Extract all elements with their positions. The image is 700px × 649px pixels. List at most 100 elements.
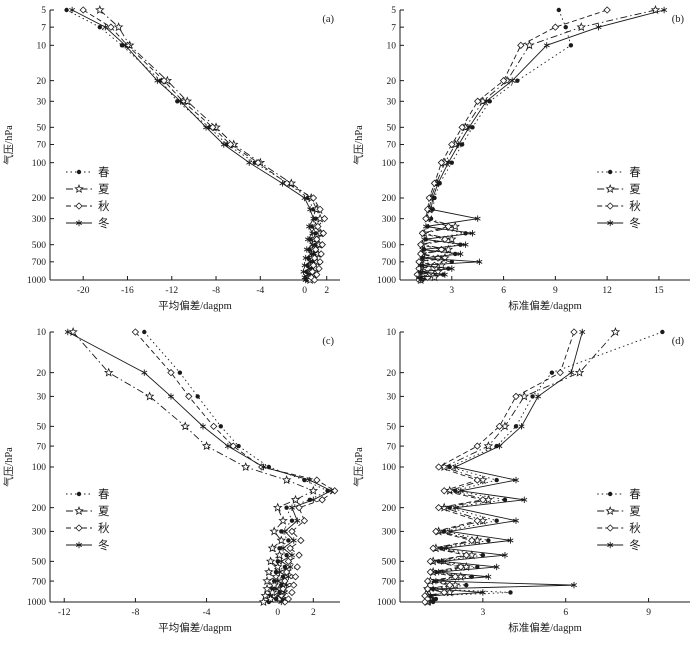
series-autumn-c [131,328,339,606]
legend-item-spring: 春 [597,488,641,501]
y-tick-label: 70 [387,141,397,151]
y-tick-label: 50 [37,124,47,134]
legend-item-winter: 冬 [66,216,110,230]
y-tick-label: 100 [382,463,397,473]
y-tick-label: 500 [382,558,397,568]
y-axis-label-c: 气压/hPa [2,447,15,487]
y-tick-label: 700 [382,577,397,587]
legend-item-autumn: 秋 [66,199,110,213]
x-tick-label: 2 [311,608,316,618]
y-axis-label-d: 气压/hPa [352,447,365,487]
y-tick-label: 700 [32,258,47,268]
x-tick-label: 3 [480,608,485,618]
legend-item-winter: 冬 [66,538,110,552]
y-tick-label: 1000 [27,276,46,286]
y-tick-label: 70 [387,442,397,452]
legend-label-spring: 春 [629,166,641,179]
y-tick-label: 300 [382,528,397,538]
y-axis-label-a: 气压/hPa [2,125,15,165]
legend-label-spring: 春 [98,166,110,179]
panel-letter-c: (c) [322,336,334,347]
legend-label-spring: 春 [629,488,641,501]
legend-label-summer: 夏 [629,505,641,518]
legend-item-autumn: 秋 [597,521,641,535]
y-axis-label-b: 气压/hPa [352,125,365,165]
x-axis-label-c: 平均偏差/dagpm [158,621,232,634]
y-tick-label: 10 [387,42,397,52]
legend-item-autumn: 秋 [66,521,110,535]
y-tick-label: 30 [387,98,397,108]
series-winter-d [427,328,586,606]
y-tick-label: 20 [37,369,47,379]
x-axis-label-d: 标准偏差/dagpm [508,621,582,634]
axes-c: 10 20 30 50 70 100 200 300 500 700 1000 -12 -8 -4 0 2 [27,328,340,618]
x-tick-label: -20 [77,286,90,296]
legend-item-summer: 夏 [597,183,641,196]
legend-item-spring: 春 [66,166,110,179]
x-tick-label: -4 [203,608,211,618]
y-tick-label: 200 [32,194,47,204]
x-tick-label: 12 [602,286,612,296]
legend-label-winter: 冬 [629,216,641,230]
y-tick-label: 100 [32,159,47,169]
axes-b: 5 7 10 20 30 50 70 100 200 300 500 700 1000 3 6 9 12 15 [377,6,690,296]
series-winter-a [69,6,317,284]
x-tick-label: -16 [121,286,134,296]
x-axis-label-b: 标准偏差/dagpm [508,299,582,312]
series-spring-d [428,329,665,605]
y-tick-label: 500 [382,241,397,251]
x-tick-label: 6 [563,608,568,618]
y-tick-label: 200 [32,504,47,514]
x-tick-label: -8 [212,286,220,296]
panel-b: 5 7 10 20 30 50 70 100 200 300 500 700 1000 3 6 9 12 15 标准… [350,0,700,322]
legend-label-summer: 夏 [629,183,641,196]
legend-label-autumn: 秋 [98,521,110,535]
legend-label-autumn: 秋 [98,199,110,213]
legend-label-summer: 夏 [98,183,110,196]
y-tick-label: 300 [382,215,397,225]
y-tick-label: 1000 [377,598,396,608]
y-tick-label: 70 [37,442,47,452]
x-tick-label: 2 [324,286,329,296]
series-summer-c [68,327,319,607]
y-tick-label: 10 [387,328,397,338]
legend-label-autumn: 秋 [629,521,641,535]
legend-label-winter: 冬 [629,538,641,552]
y-tick-label: 5 [391,6,396,16]
y-tick-label: 70 [37,141,47,151]
series-summer-d [422,327,621,607]
plot-b: 5 7 10 20 30 50 70 100 200 300 500 700 1000 3 6 9 12 15 标准… [352,5,690,312]
x-tick-label: 0 [302,286,307,296]
y-tick-label: 700 [382,258,397,268]
x-tick-label: -12 [58,608,71,618]
y-tick-label: 700 [32,577,47,587]
y-tick-label: 1000 [377,276,396,286]
y-tick-label: 300 [32,528,47,538]
y-tick-label: 200 [382,194,397,204]
x-tick-label: 9 [553,286,558,296]
panel-a: 5 7 10 20 30 50 70 100 200 300 500 700 1000 -20 -16 -12… [0,0,350,322]
axes-d: 10 20 30 50 70 100 200 300 500 700 1000 3 6 9 [377,328,690,618]
y-tick-label: 500 [32,241,47,251]
panel-letter-d: (d) [672,336,685,347]
x-tick-label: 0 [275,608,280,618]
panel-letter-a: (a) [322,14,334,25]
y-tick-label: 50 [37,423,47,433]
x-tick-label: 6 [501,286,506,296]
legend-item-winter: 冬 [597,538,641,552]
legend-label-summer: 夏 [98,505,110,518]
y-tick-label: 7 [391,23,396,33]
y-tick-label: 10 [37,42,47,52]
legend-item-summer: 夏 [66,183,110,196]
panel-letter-b: (b) [672,14,685,25]
y-tick-label: 30 [37,393,47,403]
legend-item-winter: 冬 [597,216,641,230]
series-spring-a [64,7,318,283]
x-tick-label: 3 [449,286,454,296]
